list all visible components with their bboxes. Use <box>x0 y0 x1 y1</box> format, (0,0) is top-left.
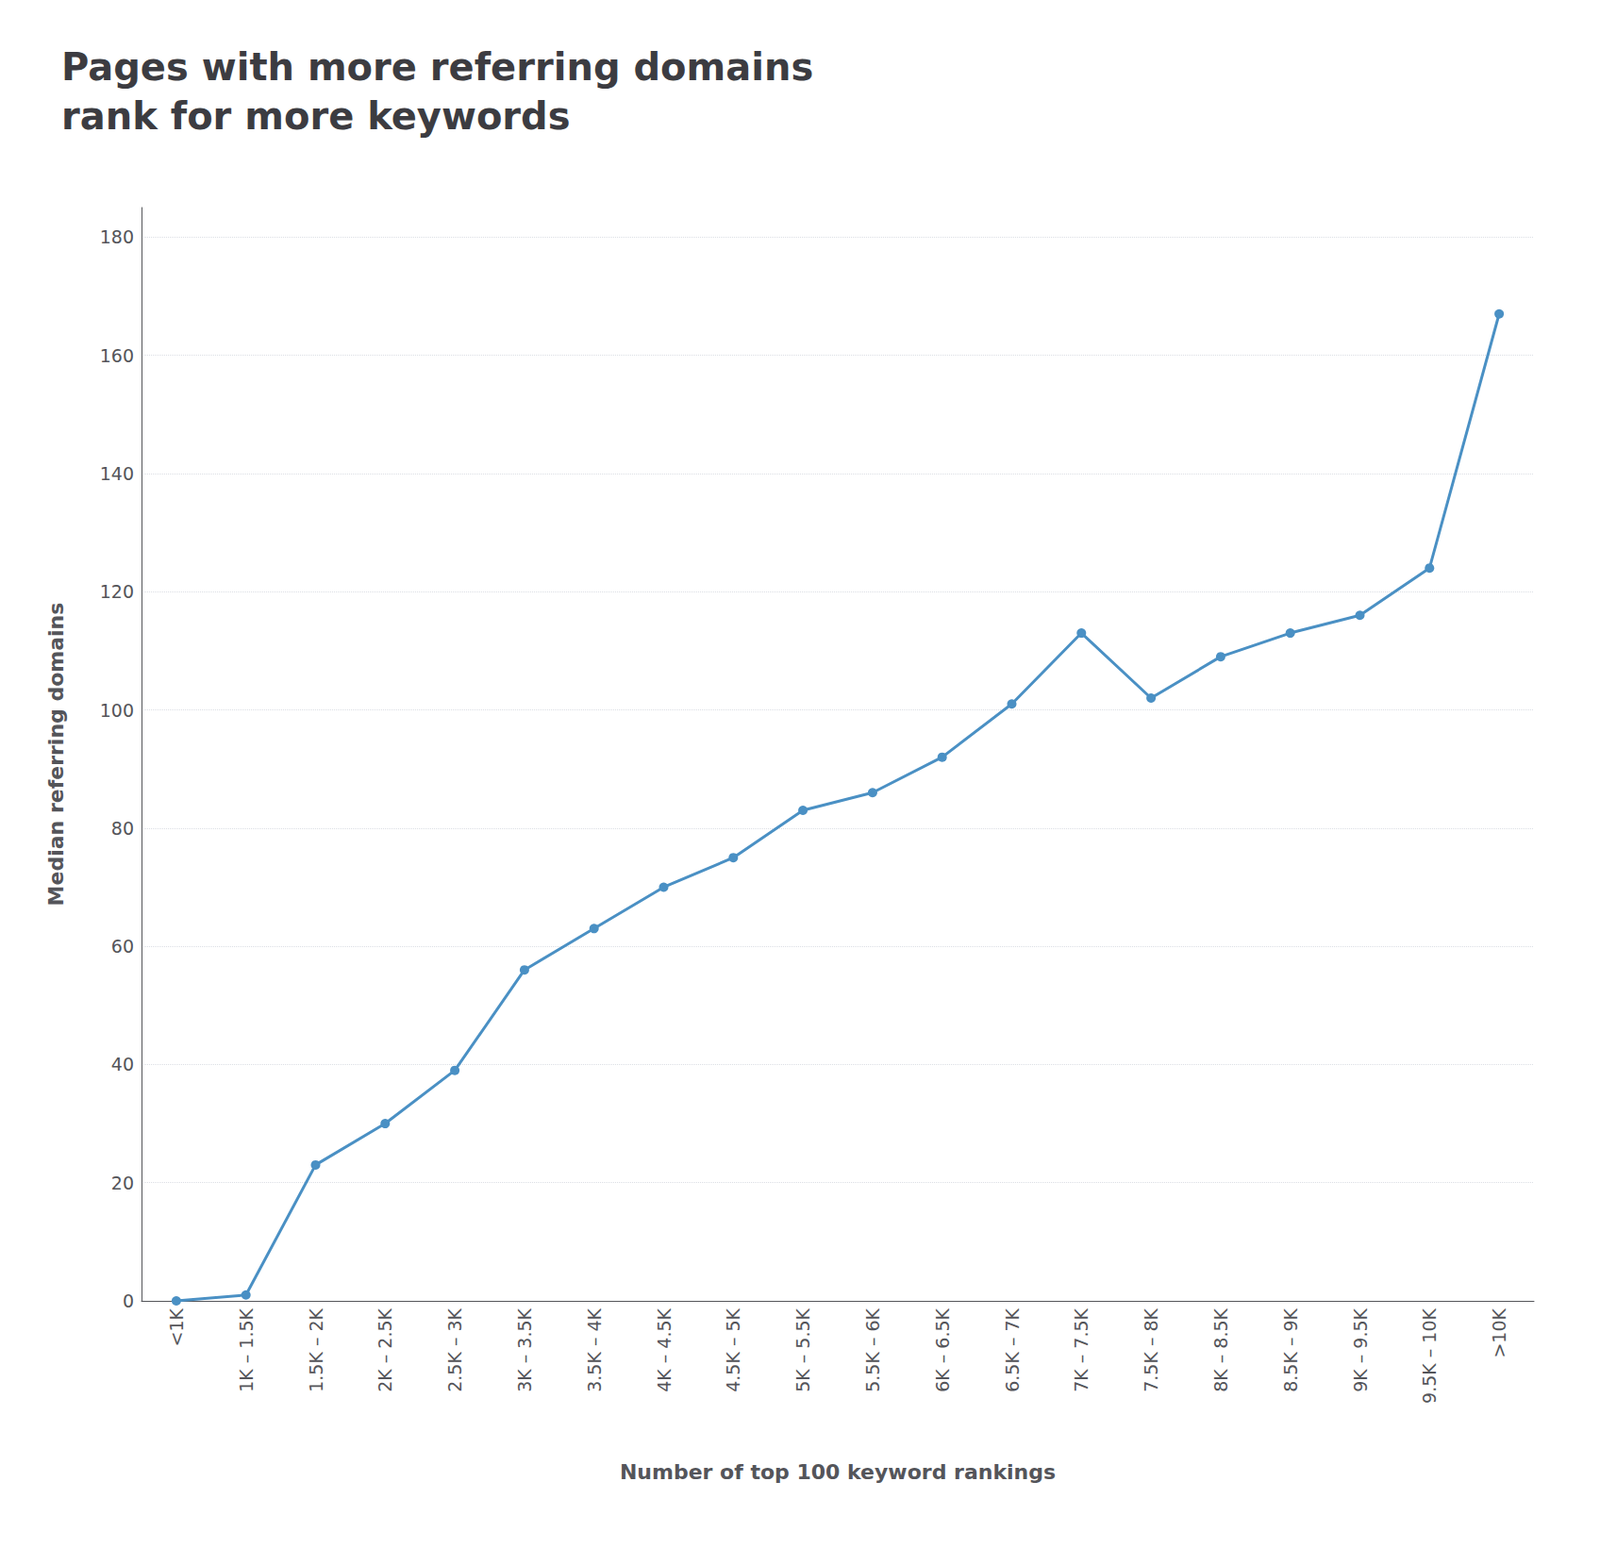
svg-text:7.5K – 8K: 7.5K – 8K <box>1140 1307 1162 1392</box>
svg-text:Median referring domains: Median referring domains <box>44 602 68 907</box>
svg-text:>10K: >10K <box>1488 1307 1510 1358</box>
svg-text:20: 20 <box>111 1172 134 1194</box>
svg-text:60: 60 <box>111 935 134 957</box>
svg-text:9K – 9.5K: 9K – 9.5K <box>1350 1307 1371 1392</box>
svg-text:7K – 7.5K: 7K – 7.5K <box>1070 1307 1092 1392</box>
svg-text:180: 180 <box>100 226 134 248</box>
svg-text:100: 100 <box>100 700 134 721</box>
svg-text:5K – 5.5K: 5K – 5.5K <box>792 1307 814 1392</box>
svg-text:0: 0 <box>122 1290 134 1312</box>
svg-text:80: 80 <box>111 817 134 839</box>
svg-text:8.5K – 9K: 8.5K – 9K <box>1280 1307 1301 1392</box>
svg-text:1K – 1.5K: 1K – 1.5K <box>235 1307 257 1392</box>
svg-text:Pages with more referring doma: Pages with more referring domains <box>61 45 814 89</box>
svg-text:120: 120 <box>100 581 134 602</box>
svg-text:8K – 8.5K: 8K – 8.5K <box>1210 1307 1232 1392</box>
svg-text:6.5K – 7K: 6.5K – 7K <box>1001 1307 1023 1392</box>
svg-text:40: 40 <box>111 1053 134 1075</box>
svg-text:140: 140 <box>100 463 134 484</box>
svg-text:4.5K – 5K: 4.5K – 5K <box>722 1307 744 1392</box>
svg-text:Number of top 100 keyword rank: Number of top 100 keyword rankings <box>619 1460 1056 1484</box>
svg-text:3.5K – 4K: 3.5K – 4K <box>583 1307 605 1392</box>
svg-text:9.5K – 10K: 9.5K – 10K <box>1418 1307 1440 1403</box>
svg-text:<1K: <1K <box>166 1307 187 1347</box>
svg-text:3K – 3.5K: 3K – 3.5K <box>514 1307 535 1392</box>
svg-text:6K – 6.5K: 6K – 6.5K <box>932 1307 953 1392</box>
svg-text:4K – 4.5K: 4K – 4.5K <box>653 1307 675 1392</box>
svg-text:1.5K – 2K: 1.5K – 2K <box>305 1307 327 1392</box>
svg-text:rank for more keywords: rank for more keywords <box>61 94 571 138</box>
svg-text:5.5K – 6K: 5.5K – 6K <box>862 1307 884 1392</box>
svg-text:2.5K – 3K: 2.5K – 3K <box>444 1307 466 1392</box>
svg-text:160: 160 <box>100 345 134 367</box>
svg-text:2K – 2.5K: 2K – 2.5K <box>374 1307 396 1392</box>
